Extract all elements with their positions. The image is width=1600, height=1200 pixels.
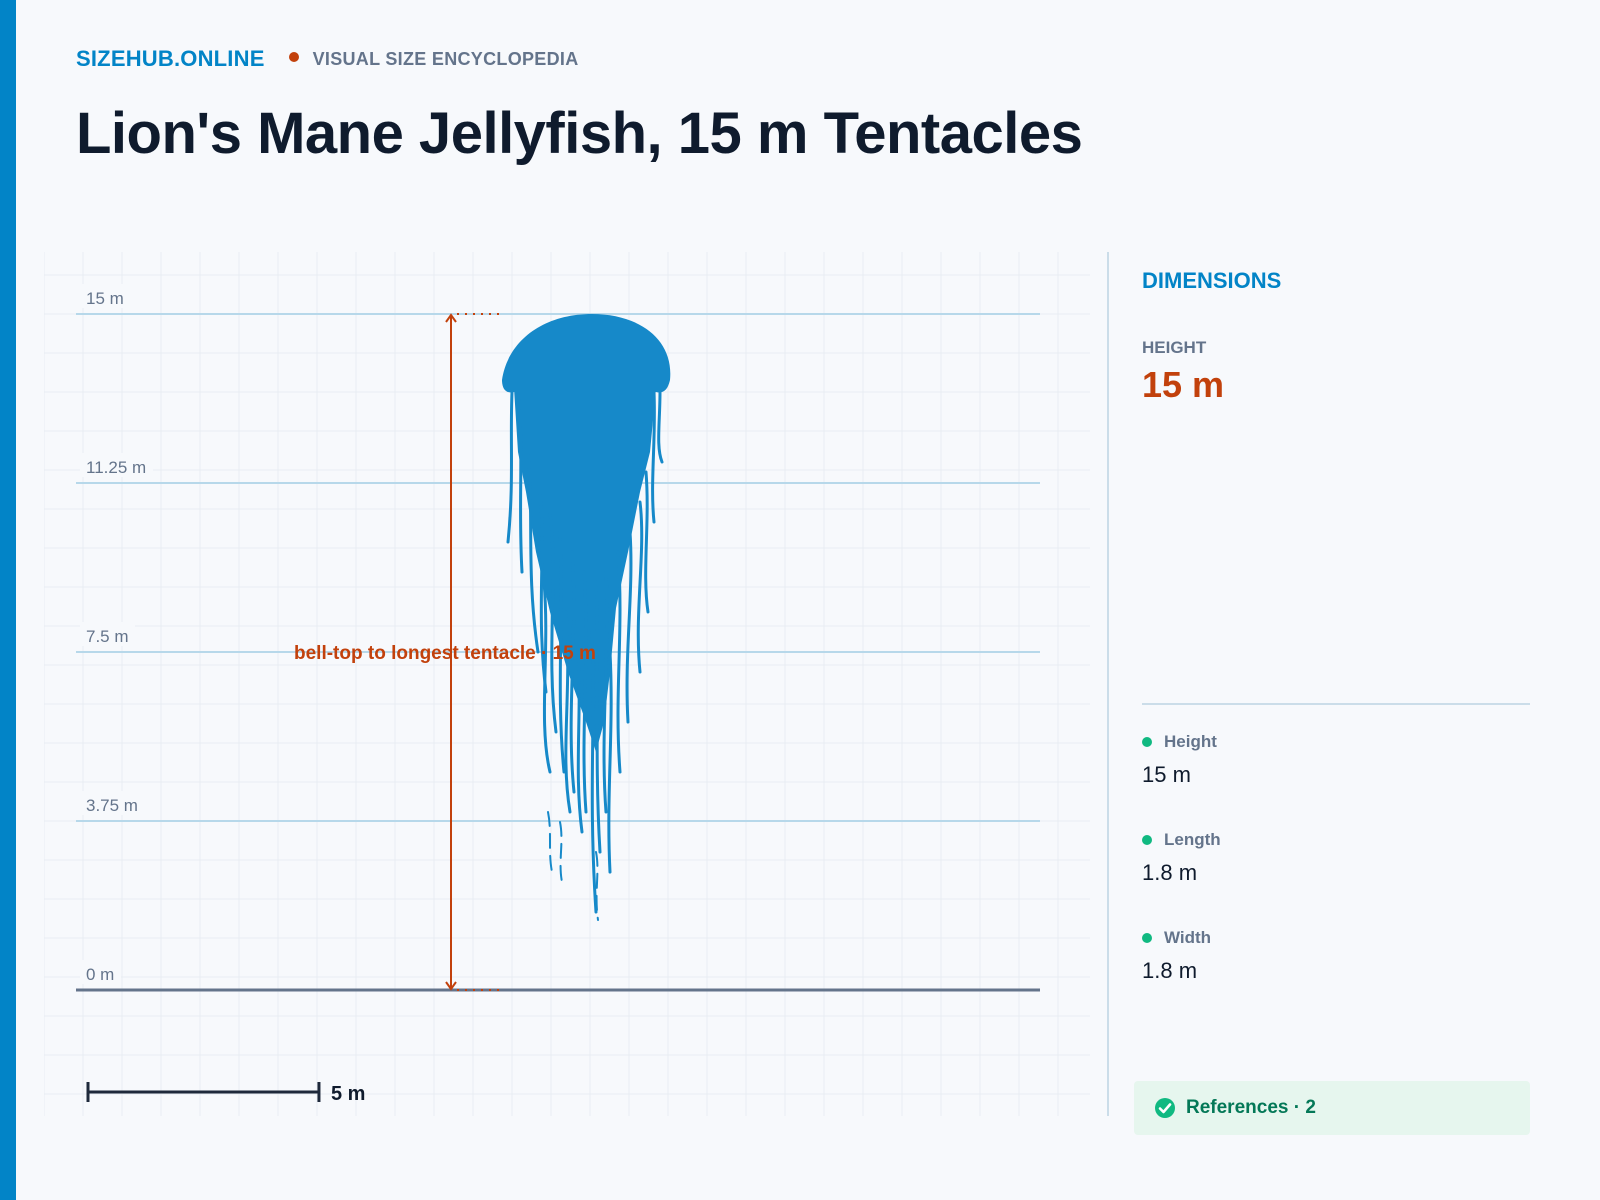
measurement-arrow bbox=[445, 313, 503, 991]
tick-label-bg bbox=[80, 622, 135, 646]
status-dot bbox=[1142, 737, 1152, 747]
references-button[interactable]: References · 2 bbox=[1134, 1081, 1530, 1135]
spec-label: Width bbox=[1164, 928, 1212, 947]
spec-value: 1.8 m bbox=[1142, 958, 1198, 983]
check-circle-icon bbox=[1155, 1098, 1175, 1118]
scale-bar-label: 5 m bbox=[331, 1083, 365, 1105]
panel-rule bbox=[1142, 703, 1530, 705]
panel-divider bbox=[1107, 252, 1109, 1116]
chart-y-ticks: 15 m 11.25 m 7.5 m 3.75 m 0 m bbox=[80, 284, 153, 984]
spec-height: Height 15 m bbox=[1142, 732, 1522, 788]
tick-label-bg bbox=[80, 453, 153, 477]
y-tick-label: 7.5 m bbox=[86, 627, 129, 646]
dimensions-panel: DIMENSIONS HEIGHT 15 m Height 15 m Lengt… bbox=[1134, 252, 1532, 1135]
status-dot bbox=[1142, 835, 1152, 845]
measurement-label: bell-top to longest tentacle · 15 m bbox=[294, 643, 596, 664]
references-label: References · 2 bbox=[1186, 1097, 1316, 1118]
y-tick-label: 3.75 m bbox=[86, 796, 138, 815]
spec-length: Length 1.8 m bbox=[1142, 830, 1522, 886]
spec-label: Height bbox=[1164, 732, 1217, 751]
page-title: Lion's Mane Jellyfish, 15 m Tentacles bbox=[76, 101, 1083, 166]
size-chart: 15 m 11.25 m 7.5 m 3.75 m 0 m bbox=[44, 252, 1090, 1116]
brand-header: SIZEHUB.ONLINE VISUAL SIZE ENCYCLOPEDIA bbox=[76, 46, 579, 72]
scale-bar bbox=[86, 1082, 321, 1102]
hero-value: 15 m bbox=[1142, 364, 1225, 405]
panel-title: DIMENSIONS bbox=[1142, 268, 1282, 293]
status-dot bbox=[1142, 933, 1152, 943]
brand-tagline: VISUAL SIZE ENCYCLOPEDIA bbox=[312, 48, 579, 69]
spec-value: 15 m bbox=[1142, 762, 1191, 787]
tick-label-bg bbox=[80, 284, 130, 308]
brand-name[interactable]: SIZEHUB.ONLINE bbox=[76, 46, 265, 71]
spec-value: 1.8 m bbox=[1142, 860, 1198, 885]
y-tick-label: 15 m bbox=[86, 289, 124, 308]
accent-bar bbox=[0, 0, 16, 1200]
jellyfish-silhouette bbox=[502, 314, 671, 921]
hero-label: HEIGHT bbox=[1142, 338, 1207, 357]
y-tick-label: 0 m bbox=[86, 965, 114, 984]
tick-label-bg bbox=[80, 791, 144, 815]
arrowhead-top bbox=[445, 313, 457, 323]
arrowhead-bottom bbox=[445, 981, 457, 991]
spec-label: Length bbox=[1164, 830, 1221, 849]
y-tick-label: 11.25 m bbox=[86, 458, 146, 477]
spec-width: Width 1.8 m bbox=[1142, 928, 1522, 984]
tick-label-bg bbox=[80, 960, 121, 984]
brand-separator-dot bbox=[288, 52, 299, 62]
